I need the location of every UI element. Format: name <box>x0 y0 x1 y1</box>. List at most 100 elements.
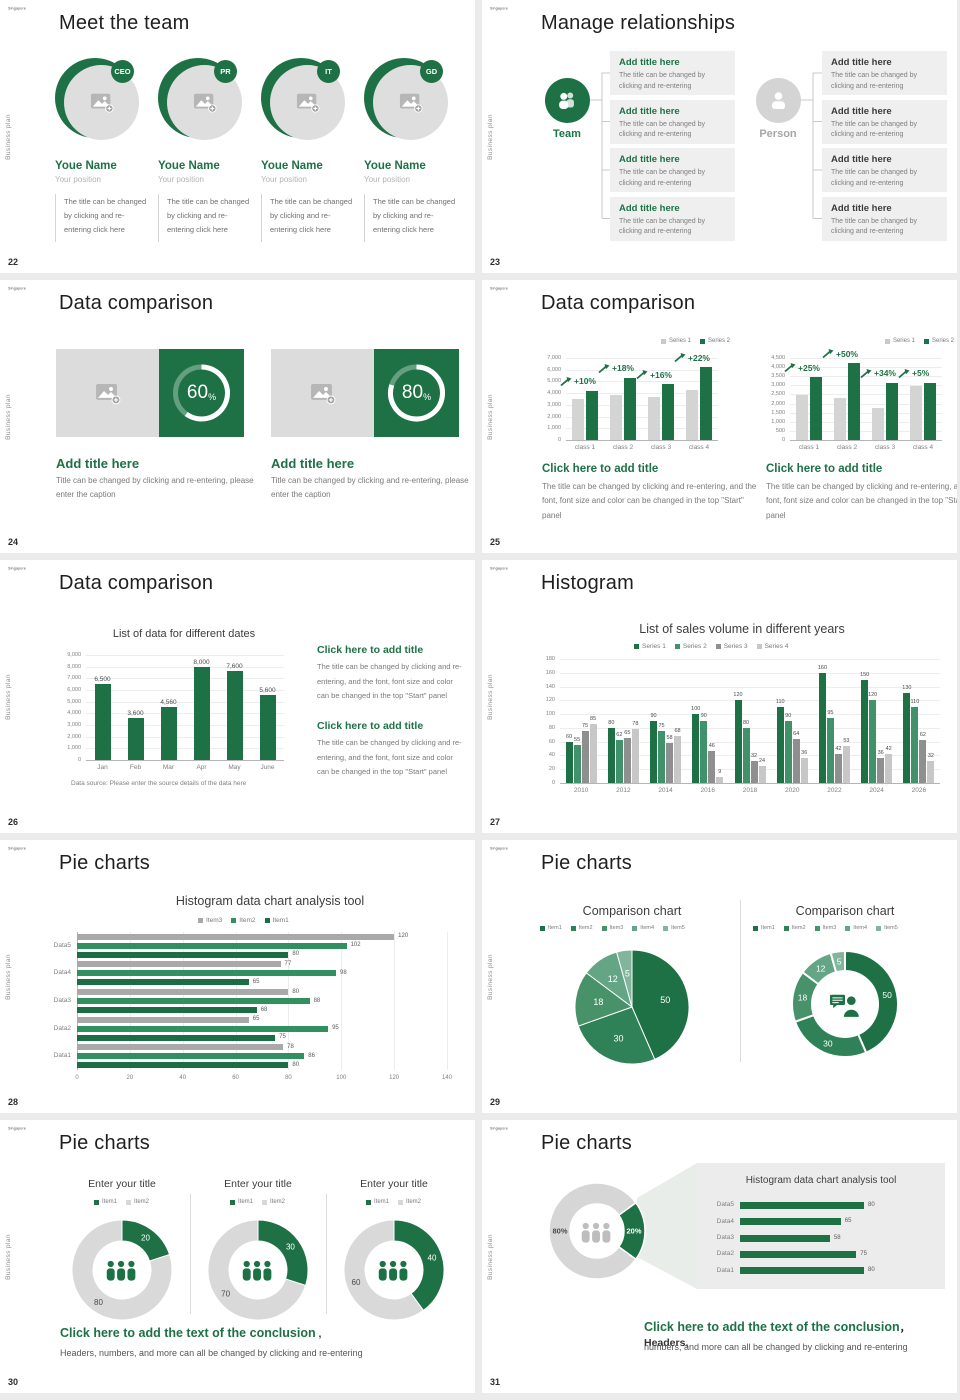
slide-25[interactable]: Singapore Business plan Data comparison … <box>482 280 957 553</box>
legend-swatch <box>663 925 669 931</box>
caption-text: The title can be changed by clicking and… <box>317 738 462 777</box>
category-label: Data2 <box>716 1250 734 1258</box>
image-placeholder-icon <box>399 94 422 114</box>
image-placeholder-icon <box>193 94 216 114</box>
y-tick-label: 7,000 <box>67 675 81 682</box>
legend-swatch <box>753 925 758 931</box>
bar <box>700 721 708 783</box>
slide-29[interactable]: Singapore Business plan Pie charts Compa… <box>482 840 957 1113</box>
slide-title: Manage relationships <box>541 12 736 34</box>
x-axis <box>86 760 284 761</box>
bar <box>77 979 249 986</box>
slide-22[interactable]: Singapore Business plan Meet the team CE… <box>0 0 475 273</box>
legend-swatch <box>366 1199 371 1205</box>
gridline <box>341 932 343 1070</box>
slice-label: 30 <box>613 1033 623 1043</box>
y-tick-label: 60 <box>548 738 555 745</box>
gridline <box>86 666 284 668</box>
gridline <box>566 428 718 430</box>
legend-label: Series 2 <box>707 338 730 344</box>
legend-swatch <box>601 925 607 931</box>
slice-label: 20 <box>141 1233 150 1242</box>
brand-logo: Singapore <box>490 7 509 11</box>
x-tick-label: 60 <box>232 1075 239 1081</box>
gridline <box>790 358 942 359</box>
bar <box>77 998 310 1004</box>
gridline <box>86 713 284 715</box>
x-tick-label: May <box>228 764 241 771</box>
y-tick-label: 9,000 <box>67 652 81 658</box>
bar <box>776 707 784 783</box>
caption-title: Click here to add title <box>317 720 424 732</box>
pie-charts-svg: 50 30 18 12 5 50 30 18 12 5 <box>574 949 899 1065</box>
slide-23[interactable]: Singapore Business plan Manage relations… <box>482 0 957 273</box>
pie-charts-panel: Comparison chart Comparison chart Item1 Ite… <box>482 840 957 1113</box>
bar <box>623 738 631 783</box>
box-desc: The title can be changed by clicking and… <box>619 120 706 139</box>
bar <box>77 961 281 968</box>
y-tick-label: 500 <box>775 427 785 434</box>
legend-item: Series 2 <box>674 643 707 650</box>
data-label: 32 <box>927 752 934 759</box>
data-label: 65 <box>252 1016 260 1023</box>
slide-30[interactable]: Singapore Business plan Pie charts 20 80 3… <box>0 1120 475 1393</box>
legend-swatch <box>660 338 666 344</box>
gridline <box>86 690 284 691</box>
title-box: Add title here The title can be changed b… <box>822 51 947 95</box>
image-placeholder-icon <box>90 94 113 114</box>
bar <box>77 942 347 949</box>
slide-27[interactable]: Singapore Business plan Histogram List o… <box>482 560 957 833</box>
growth-arrow-icon <box>560 376 572 386</box>
data-label: 90 <box>785 712 792 719</box>
gridline <box>560 741 940 743</box>
data-label: 80 <box>292 951 300 958</box>
team-icon <box>559 92 574 109</box>
x-tick-label: 2020 <box>784 787 800 794</box>
gridline <box>86 748 284 750</box>
slide-31[interactable]: Singapore Business plan Pie charts 20% 80… <box>482 1120 957 1393</box>
growth-annotation: +22% <box>674 352 710 363</box>
team-circle <box>544 77 590 123</box>
source-note: Data source: Please enter the source det… <box>71 780 247 787</box>
gridline <box>86 736 284 738</box>
x-tick-label: 2026 <box>911 787 927 794</box>
image-placeholder-icon <box>310 384 335 405</box>
slice-label: 60 <box>352 1278 361 1287</box>
legend-label: Series 1 <box>642 643 666 650</box>
slide-title: Data comparison <box>541 292 696 314</box>
brand-logo: Singapore <box>490 287 509 291</box>
bar <box>872 408 884 440</box>
people-icon <box>106 1260 136 1281</box>
image-placeholder-box <box>56 349 159 437</box>
pie-slice <box>548 1182 637 1280</box>
legend-item: Item2 <box>570 925 593 931</box>
y-tick-label: 100 <box>545 711 555 718</box>
bar <box>927 761 935 783</box>
member-photo: GD <box>364 58 459 146</box>
slide-28[interactable]: Singapore Business plan Pie charts Histo… <box>0 840 475 1113</box>
slide-26[interactable]: Singapore Business plan Data comparison … <box>0 560 475 833</box>
slide-title: Pie charts <box>59 852 150 874</box>
bar <box>94 684 111 760</box>
legend-swatch <box>570 925 576 931</box>
pie-slice <box>393 1219 445 1312</box>
slide-24[interactable]: Singapore Business plan Data comparison … <box>0 280 475 553</box>
gridline <box>790 403 942 405</box>
annotation-label: +16% <box>650 369 672 380</box>
y-tick-label: 2,000 <box>547 413 561 420</box>
caption-title: Click here to add title <box>542 463 659 475</box>
annotation-label: +5% <box>912 368 930 379</box>
bar <box>919 740 927 783</box>
bar <box>834 398 846 440</box>
legend-swatch <box>632 925 638 931</box>
title-box: Add title here The title can be changed b… <box>610 148 735 192</box>
bar <box>885 754 893 783</box>
data-label: 80 <box>292 988 300 995</box>
data-label: 60 <box>566 733 573 740</box>
gridline <box>566 393 718 395</box>
data-label: 80 <box>742 719 750 726</box>
donut-detail-panel: 20% 80% Histogram data chart analysis tool… <box>482 1120 957 1393</box>
legend-item: Series 3 <box>715 643 748 650</box>
bar <box>716 777 724 783</box>
chart-legend: Series 1 Series 2 <box>884 338 954 344</box>
